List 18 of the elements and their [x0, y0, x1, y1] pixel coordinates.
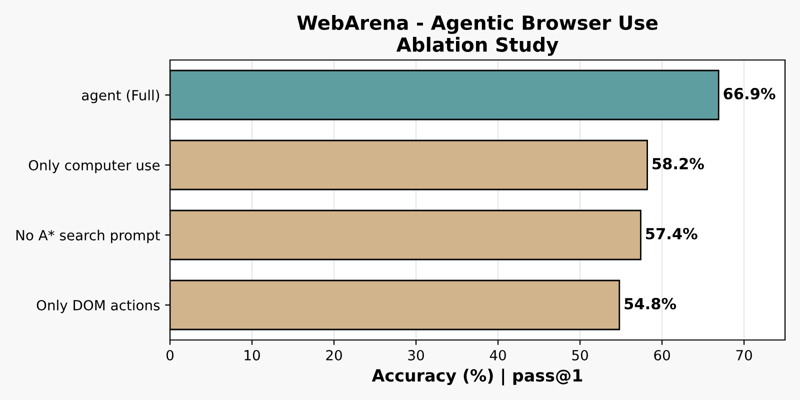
chart-title: WebArena - Agentic Browser Use Ablation Study: [297, 14, 658, 56]
x-tick-label: 50: [572, 350, 588, 360]
x-tick-label: 20: [326, 350, 342, 360]
data-label: 66.9%: [724, 88, 776, 100]
x-tick-label: 10: [244, 350, 260, 360]
data-label: 58.2%: [652, 158, 704, 170]
x-tick-label: 70: [736, 350, 752, 360]
x-tick-label: 30: [408, 350, 424, 360]
data-label: 54.8%: [624, 298, 676, 310]
x-tick-label: 60: [654, 350, 670, 360]
x-tick-label: 0: [166, 350, 174, 360]
data-label: 57.4%: [646, 228, 698, 240]
y-tick-label: Only DOM actions: [36, 300, 160, 314]
y-tick-label: agent (Full): [82, 90, 160, 104]
y-tick-label: No A* search prompt: [16, 230, 160, 244]
y-tick-label: Only computer use: [28, 160, 160, 174]
x-tick-label: 40: [490, 350, 506, 360]
x-axis-title: Accuracy (%) | pass@1: [372, 368, 582, 386]
